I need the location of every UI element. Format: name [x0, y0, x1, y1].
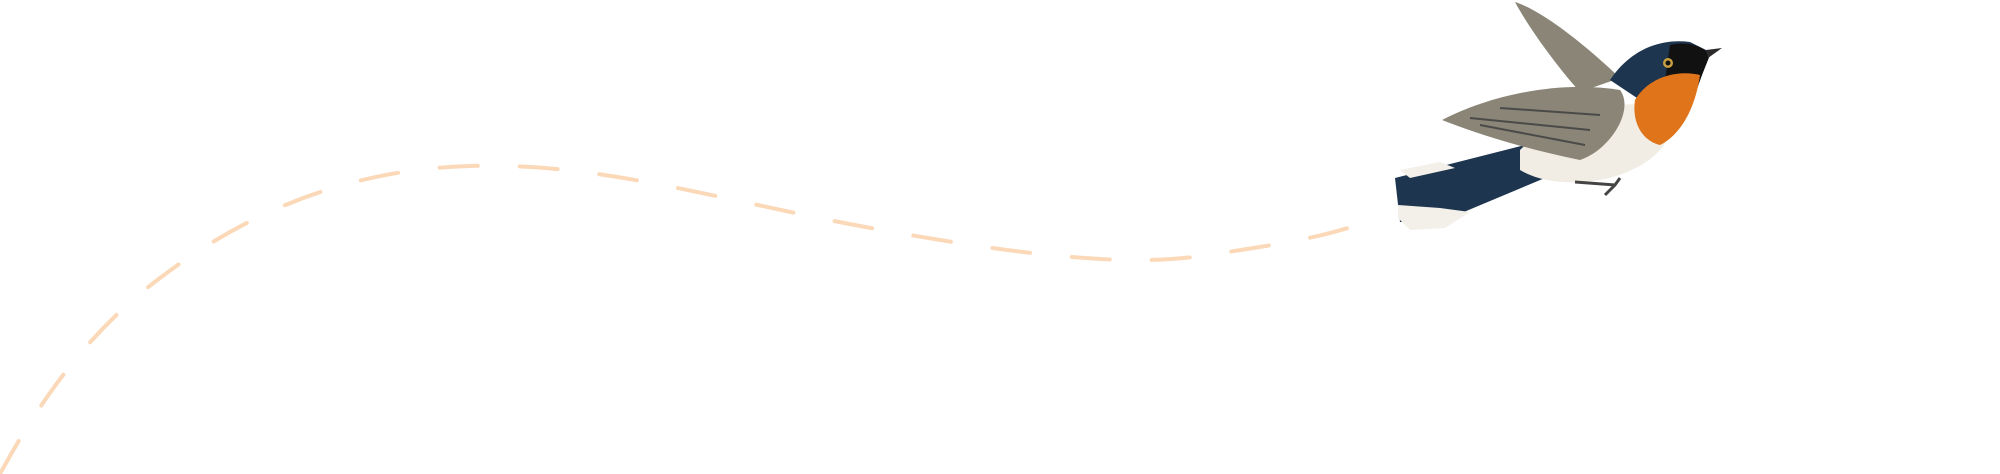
dashed-flight-path [0, 163, 1362, 474]
bird-icon [1395, 2, 1722, 230]
